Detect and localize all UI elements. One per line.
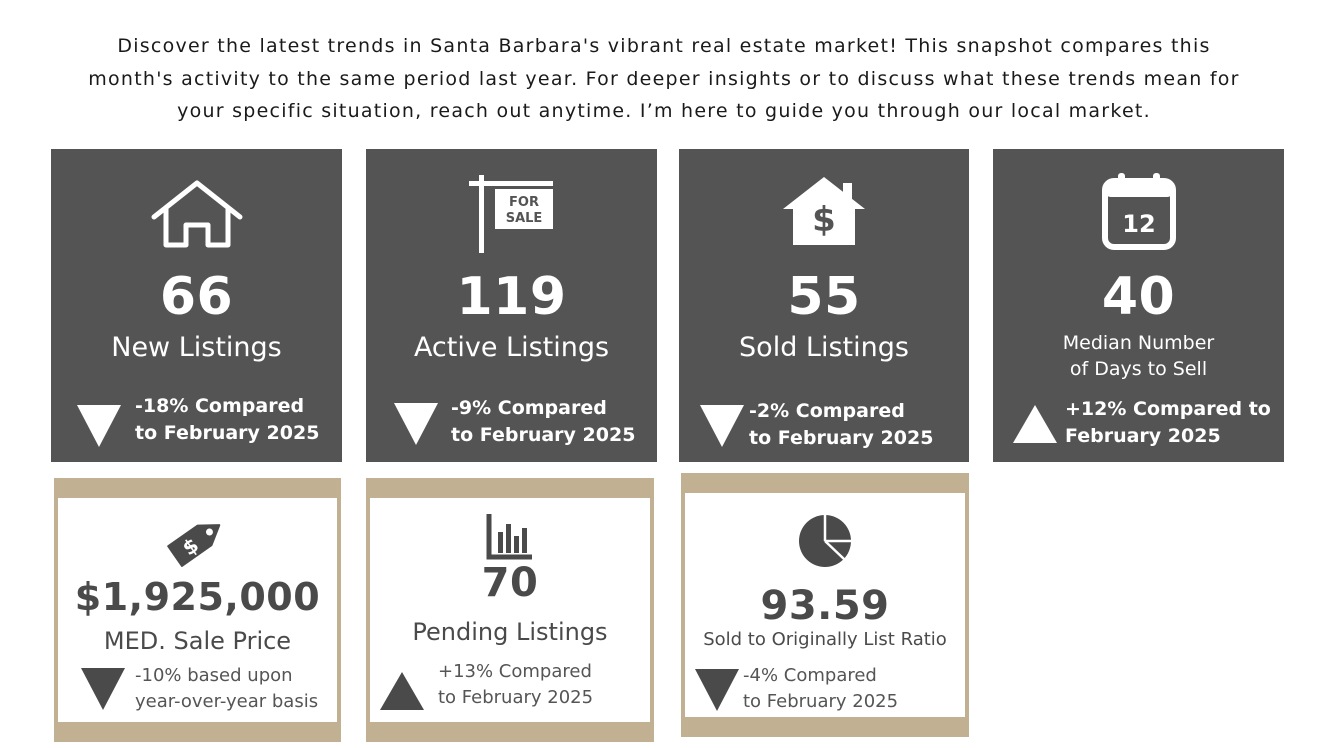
sold-listings-value: 55 <box>787 267 861 327</box>
house-icon <box>151 180 242 248</box>
down-arrow-icon <box>81 668 125 710</box>
card-pending-listings: 70 Pending Listings +13% Compared to Feb… <box>366 478 654 742</box>
pending-listings-value: 70 <box>481 560 539 606</box>
intro-line: Discover the latest trends in Santa Barb… <box>117 35 1211 57</box>
down-arrow-icon <box>695 669 739 711</box>
list-ratio-value: 93.59 <box>760 583 890 629</box>
price-tag-icon: $ <box>166 524 220 567</box>
comparison-line: +12% Compared to <box>1065 398 1271 420</box>
sale-price-label: MED. Sale Price <box>103 627 292 655</box>
tan-band <box>681 473 969 493</box>
comparison-line: -18% Compared <box>135 395 305 417</box>
intro-line: month's activity to the same period last… <box>88 67 1240 90</box>
tan-band <box>681 717 969 737</box>
comparison-line: to February 2025 <box>135 422 320 444</box>
new-listings-value: 66 <box>159 267 234 327</box>
comparison-line: year-over-year basis <box>135 691 319 712</box>
label-line: of Days to Sell <box>1069 358 1208 380</box>
active-listings-label: Active Listings <box>413 332 610 363</box>
card-days-to-sell: 12 40 Median Number of Days to Sell +12%… <box>993 149 1284 462</box>
card-list-ratio: 93.59 Sold to Originally List Ratio -4% … <box>681 473 969 737</box>
new-listings-label: New Listings <box>111 332 282 363</box>
up-arrow-icon <box>380 672 424 710</box>
sale-price-value: $1,925,000 <box>74 575 321 619</box>
comparison-line: -10% based upon <box>135 665 293 686</box>
card-new-listings: 66 New Listings -18% Compared to Februar… <box>51 149 342 462</box>
svg-text:$: $ <box>812 200 836 240</box>
tan-band <box>366 722 654 742</box>
comparison-line: February 2025 <box>1065 425 1221 447</box>
comparison-line: -2% Compared <box>749 400 905 422</box>
pending-listings-comparison: +13% Compared to February 2025 <box>438 659 593 711</box>
days-to-sell-label: Median Number of Days to Sell <box>993 330 1284 382</box>
down-arrow-icon <box>700 405 744 447</box>
sold-listings-comparison: -2% Compared to February 2025 <box>749 398 933 452</box>
list-ratio-comparison: -4% Compared to February 2025 <box>743 663 898 715</box>
sale-price-comparison: -10% based upon year-over-year basis <box>135 663 318 715</box>
active-listings-comparison: -9% Compared to February 2025 <box>451 395 635 449</box>
pie-chart-icon <box>799 515 851 567</box>
down-arrow-icon <box>394 403 438 445</box>
comparison-line: -9% Compared <box>451 397 607 419</box>
for-sale-sign-icon: FOR SALE <box>468 175 553 253</box>
comparison-line: to February 2025 <box>749 427 934 449</box>
card-active-listings: FOR SALE 119 Active Listings -9% Compare… <box>366 149 657 462</box>
tan-band <box>54 722 341 742</box>
sold-listings-label: Sold Listings <box>739 332 909 363</box>
comparison-line: to February 2025 <box>743 691 899 712</box>
sign-text: FOR <box>509 195 539 210</box>
days-to-sell-value: 40 <box>1101 267 1176 327</box>
label-line: Median Number <box>1062 332 1215 354</box>
house-dollar-icon: $ <box>783 177 865 245</box>
down-arrow-icon <box>77 405 121 447</box>
tan-band <box>54 478 341 498</box>
intro-line: your specific situation, reach out anyti… <box>177 100 1151 122</box>
days-to-sell-comparison: +12% Compared to February 2025 <box>1065 396 1271 450</box>
sign-text: SALE <box>505 211 542 226</box>
tan-band <box>366 478 654 498</box>
card-sale-price: $ $1,925,000 MED. Sale Price -10% based … <box>54 478 341 742</box>
list-ratio-label: Sold to Originally List Ratio <box>703 629 947 650</box>
active-listings-value: 119 <box>456 267 567 327</box>
new-listings-comparison: -18% Compared to February 2025 <box>135 393 319 447</box>
bar-chart-icon <box>486 514 532 560</box>
comparison-line: to February 2025 <box>438 687 594 708</box>
calendar-icon: 12 <box>1101 173 1176 250</box>
pending-listings-label: Pending Listings <box>412 618 608 646</box>
comparison-line: +13% Compared <box>438 661 592 682</box>
comparison-line: -4% Compared <box>743 665 877 686</box>
comparison-line: to February 2025 <box>451 424 636 446</box>
up-arrow-icon <box>1013 405 1057 443</box>
card-sold-listings: $ 55 Sold Listings -2% Compared to Febru… <box>679 149 969 462</box>
intro-paragraph: Discover the latest trends in Santa Barb… <box>40 30 1288 128</box>
calendar-day: 12 <box>1122 210 1155 238</box>
